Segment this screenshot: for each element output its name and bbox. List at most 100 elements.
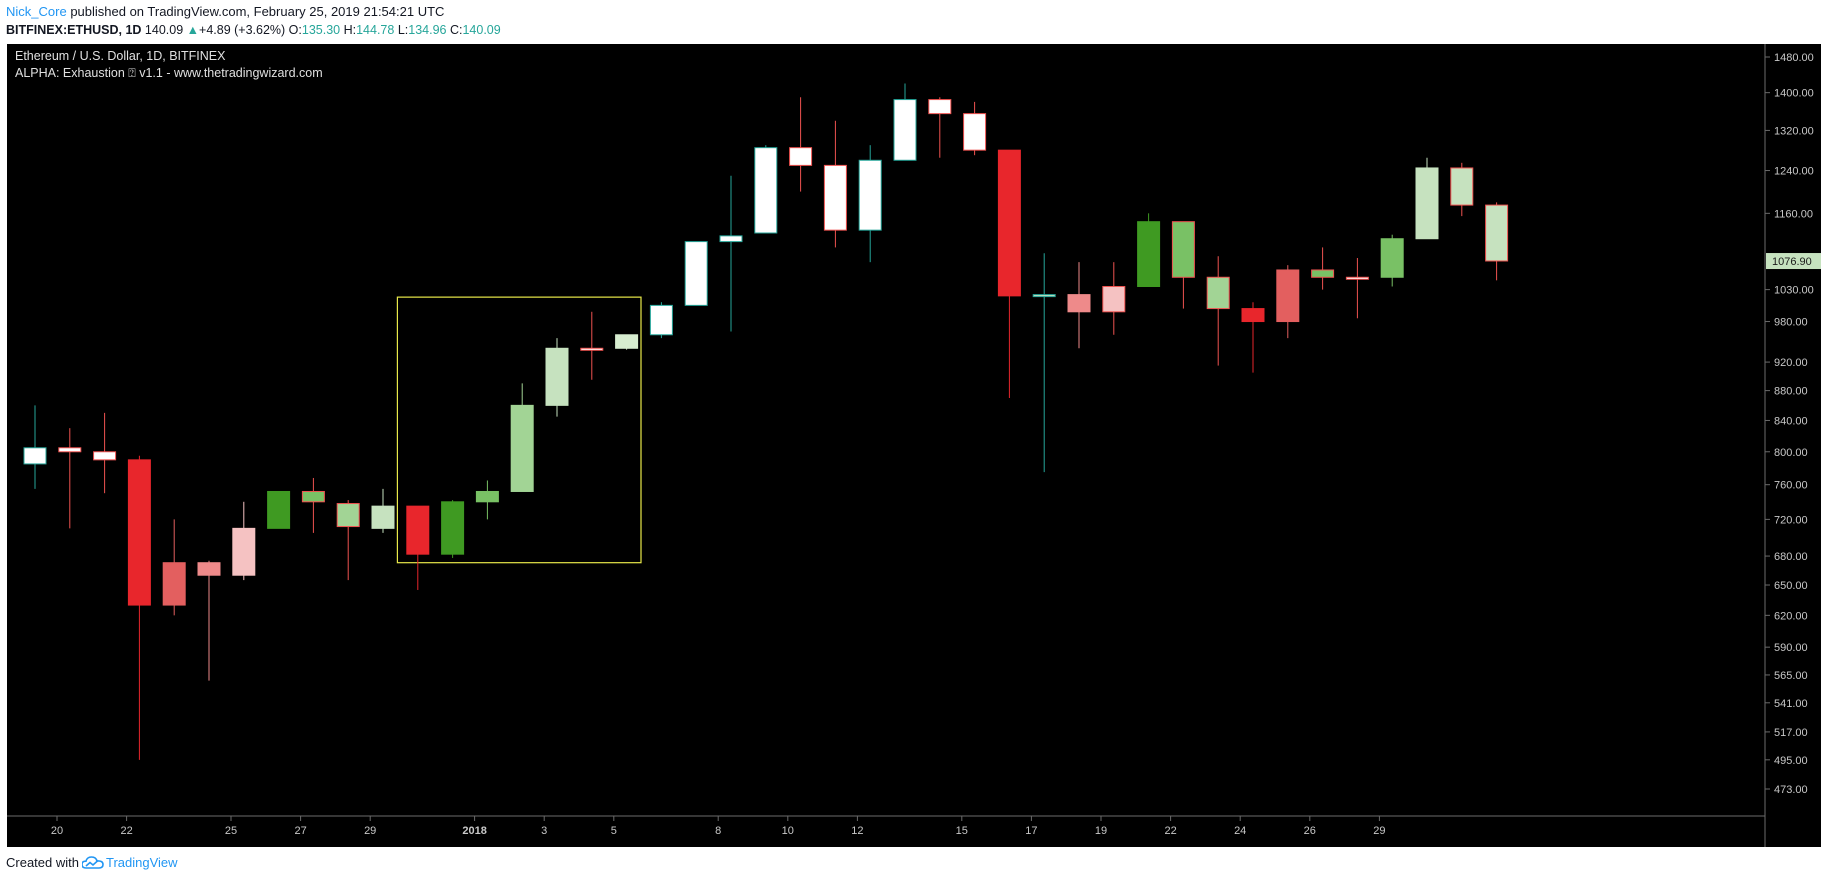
candle[interactable] xyxy=(545,338,569,417)
price-tick-label: 565.00 xyxy=(1774,670,1808,682)
price-tick-label: 760.00 xyxy=(1774,480,1808,492)
candle-body xyxy=(267,490,291,529)
candle[interactable] xyxy=(615,334,639,350)
candle[interactable] xyxy=(93,412,117,494)
close-label: C: xyxy=(449,23,463,37)
candle[interactable] xyxy=(1032,253,1056,473)
candle-body xyxy=(58,447,82,453)
candle[interactable] xyxy=(1241,302,1265,373)
candle[interactable] xyxy=(580,311,604,380)
candle-body xyxy=(1067,294,1091,313)
candle-body xyxy=(162,562,186,606)
candlestick-chart[interactable]: Ethereum / U.S. Dollar, 1D, BITFINEX ALP… xyxy=(7,44,1821,847)
high-value: 144.78 xyxy=(356,23,395,37)
candle-body xyxy=(1485,204,1509,262)
candle[interactable] xyxy=(963,101,987,156)
candle-body xyxy=(1102,286,1126,313)
tradingview-brand[interactable]: TradingView xyxy=(81,855,178,870)
price-tick-label: 720.00 xyxy=(1774,514,1808,526)
candle[interactable] xyxy=(1276,265,1300,339)
price-tick-label: 650.00 xyxy=(1774,580,1808,592)
candle-body xyxy=(580,347,604,351)
indicator-label: ALPHA: Exhaustion ⍰ v1.1 - www.thetradin… xyxy=(15,66,323,80)
candle[interactable] xyxy=(1311,247,1335,290)
candle[interactable] xyxy=(510,383,534,492)
high-label: H: xyxy=(343,23,357,37)
price-tick-label: 920.00 xyxy=(1774,357,1808,369)
candle-body xyxy=(510,404,534,492)
price-tick-label: 1030.00 xyxy=(1774,285,1814,297)
candle[interactable] xyxy=(197,560,221,681)
cloud-icon xyxy=(81,856,104,869)
candle-body xyxy=(93,451,117,461)
candle-body xyxy=(1380,238,1404,278)
candle[interactable] xyxy=(162,519,186,616)
candle[interactable] xyxy=(127,455,151,760)
time-tick-label: 17 xyxy=(1025,825,1037,837)
candle[interactable] xyxy=(1380,234,1404,287)
candle[interactable] xyxy=(928,97,952,158)
candle[interactable] xyxy=(1485,202,1509,281)
candle[interactable] xyxy=(1102,262,1126,335)
candle[interactable] xyxy=(301,477,325,533)
candle-body xyxy=(23,447,47,465)
symbol-label: BITFINEX:ETHUSD, 1D xyxy=(6,23,142,37)
candle[interactable] xyxy=(23,405,47,489)
price-tick-label: 495.00 xyxy=(1774,755,1808,767)
candle[interactable] xyxy=(475,480,499,520)
candle[interactable] xyxy=(441,500,465,558)
time-tick-label: 3 xyxy=(541,825,547,837)
candle[interactable] xyxy=(371,488,395,533)
price-tick-label: 980.00 xyxy=(1774,317,1808,329)
price-change: +4.89 (+3.62%) xyxy=(199,23,286,37)
candle[interactable] xyxy=(1137,213,1161,288)
candle[interactable] xyxy=(893,83,917,161)
candle[interactable] xyxy=(649,302,673,339)
candle[interactable] xyxy=(1067,262,1091,349)
author-link[interactable]: Nick_Core xyxy=(6,4,67,19)
candle[interactable] xyxy=(406,505,430,590)
candle[interactable] xyxy=(719,175,743,332)
price-tick-label: 541.00 xyxy=(1774,698,1808,710)
candle-body xyxy=(406,505,430,555)
candle[interactable] xyxy=(232,501,256,581)
price-axis[interactable]: 1480.00 1400.00 1320.00 1240.00 1160.00 1076.… xyxy=(1765,52,1821,796)
time-tick-label: 2018 xyxy=(462,825,486,837)
time-tick-label: 22 xyxy=(120,825,132,837)
candle[interactable] xyxy=(58,428,82,529)
candle[interactable] xyxy=(1171,221,1195,309)
candle[interactable] xyxy=(789,97,813,192)
candle[interactable] xyxy=(1450,162,1474,217)
candle[interactable] xyxy=(336,500,360,581)
low-label: L: xyxy=(397,23,409,37)
price-tick-label: 1240.00 xyxy=(1774,166,1814,178)
created-with-text: Created with xyxy=(6,855,79,870)
brand-label: TradingView xyxy=(105,855,178,870)
candle[interactable] xyxy=(684,241,708,306)
candle-body xyxy=(232,527,256,576)
candle-body xyxy=(928,99,952,115)
change-arrow-icon: ▲ xyxy=(186,23,200,37)
candle-body xyxy=(545,347,569,406)
candle-body xyxy=(1345,276,1369,280)
chart-area[interactable]: Ethereum / U.S. Dollar, 1D, BITFINEX ALP… xyxy=(7,44,1821,847)
candle[interactable] xyxy=(267,490,291,529)
price-tick-label: 590.00 xyxy=(1774,642,1808,654)
candle[interactable] xyxy=(1206,256,1230,366)
time-tick-label: 27 xyxy=(294,825,306,837)
candle[interactable] xyxy=(1345,258,1369,319)
candle-body xyxy=(997,149,1021,297)
price-tick-label: 680.00 xyxy=(1774,551,1808,563)
candle[interactable] xyxy=(1415,157,1439,240)
candle[interactable] xyxy=(858,145,882,263)
candle[interactable] xyxy=(754,145,778,234)
price-tick-label: 517.00 xyxy=(1774,727,1808,739)
time-axis[interactable]: 20 22 25 27 29 2018 3 5 8 10 12 15 17 19 22 24 26 29 xyxy=(51,816,1386,837)
candle[interactable] xyxy=(823,120,847,248)
candle-body xyxy=(301,490,325,503)
candle-body xyxy=(1206,276,1230,310)
publish-header: Nick_Core published on TradingView.com, … xyxy=(6,3,1816,39)
time-tick-label: 29 xyxy=(364,825,376,837)
candle[interactable] xyxy=(997,149,1021,398)
candle-body xyxy=(649,304,673,336)
